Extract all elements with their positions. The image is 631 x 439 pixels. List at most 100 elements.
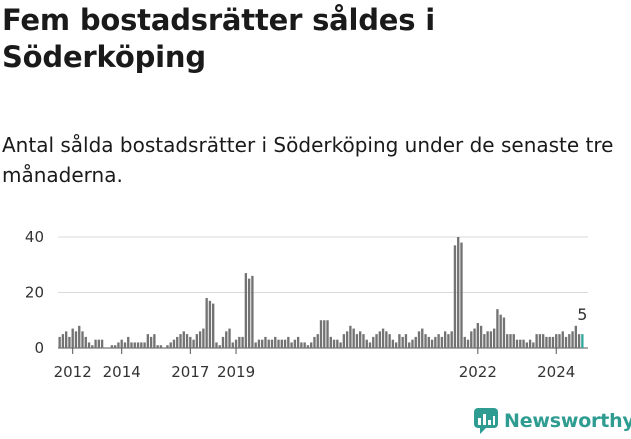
bar [110,345,114,348]
bar [323,320,326,348]
bar [522,339,525,348]
bar [84,336,87,348]
bar [257,339,261,348]
labels-layer: 5 2012 2014 2017 2019 2022 2024 [54,305,588,381]
bar [251,275,254,348]
bar [502,317,506,348]
bar [394,342,398,348]
bar [261,339,264,348]
bar [143,342,146,348]
bar [212,303,215,348]
bar [479,325,483,348]
bar [329,336,332,348]
bar [169,342,172,348]
bar [509,334,512,349]
bar [290,342,293,348]
bar [244,273,248,348]
bar [381,328,385,348]
bar [388,334,391,349]
bar [492,328,496,348]
bar [100,339,104,348]
bar [411,339,414,348]
bar [349,325,352,348]
bar [254,342,257,348]
bar [512,334,515,349]
bar [483,334,486,349]
bar [130,342,133,348]
bar [149,336,153,348]
bar [225,331,228,348]
bar [545,336,548,348]
bar [538,334,542,349]
bar [525,342,528,348]
bar [332,339,336,348]
bar [74,331,78,348]
bar [172,339,176,348]
bar [303,342,306,348]
bar [127,336,130,348]
bar [463,336,466,348]
bar [208,300,212,348]
page-title: Fem bostadsrätter såldes i Söderköping [2,3,435,74]
bar [91,345,94,348]
bar [489,331,493,348]
bar [179,334,182,349]
bar [195,334,199,349]
bars-layer [58,237,584,349]
bar [577,334,581,349]
bar [287,336,290,348]
newsworthy-logo-text: Newsworthy [504,410,631,432]
y-tick-label: 40 [25,228,44,246]
bar [120,339,123,348]
bar [555,334,558,349]
bar [58,336,61,348]
bar [368,342,372,348]
bar [270,339,274,348]
chart-subtitle: Antal sålda bostadsrätter i Söderköping … [2,133,614,187]
bar [267,339,270,348]
bar [313,336,316,348]
bar [123,342,127,348]
bar [202,328,205,348]
bar [365,339,368,348]
bar [378,331,381,348]
bar [87,342,91,348]
bar [476,323,479,348]
bar [238,336,241,348]
bar [430,339,434,348]
bar [277,339,280,348]
bar [460,242,463,348]
bar [189,336,192,348]
bar [339,342,342,348]
newsworthy-chart-icon [474,408,498,434]
bar [274,336,277,348]
bar [68,336,71,348]
bar [470,331,473,348]
bar [355,334,359,349]
bar [506,334,509,349]
bar [241,336,244,348]
bar [427,336,430,348]
bar [159,345,163,348]
bar [401,336,404,348]
bar [574,325,578,348]
bar [336,339,339,348]
bar [352,328,355,348]
bar [385,331,388,348]
bar [218,345,221,348]
x-tick-label: 2024 [537,363,575,381]
bar [81,331,84,348]
bar [486,331,489,348]
bar [568,334,571,349]
bar [166,345,169,348]
bar [548,336,551,348]
x-tick-label: 2022 [459,363,497,381]
bar [319,320,323,348]
bar [316,334,319,349]
bar [414,336,417,348]
bar [192,339,195,348]
newsworthy-logo[interactable]: Newsworthy [474,408,631,434]
bar [404,334,408,349]
bar [558,334,561,349]
x-tick-label: 2014 [103,363,141,381]
